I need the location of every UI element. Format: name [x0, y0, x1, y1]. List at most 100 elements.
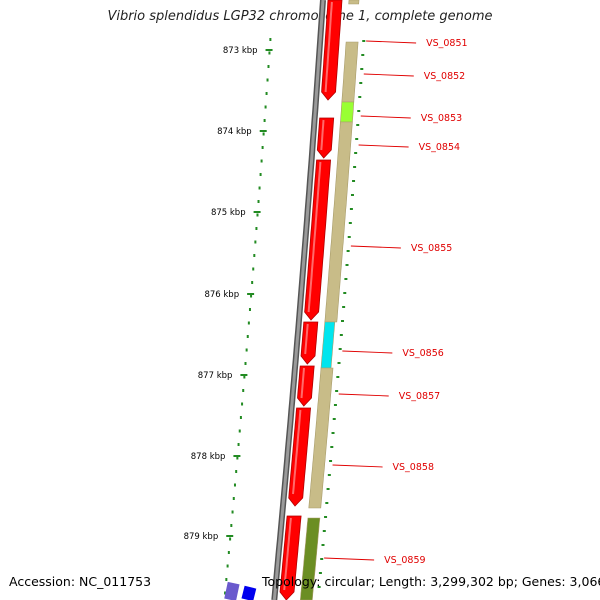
ruler-dot: [243, 375, 246, 379]
outer-tick: [333, 404, 337, 406]
cog-segment: [308, 367, 334, 509]
gene-label: VS_0859: [384, 555, 425, 566]
ruler-dot: [257, 200, 260, 203]
outer-tick: [327, 474, 331, 476]
gene-label: VS_0851: [426, 38, 467, 49]
outer-tick: [340, 320, 344, 322]
ruler-dot: [266, 78, 269, 82]
ruler-tick: [247, 293, 255, 295]
outer-tick: [317, 586, 321, 588]
gene-arrow-highlight: [307, 161, 322, 313]
gene-leader-line: [338, 393, 389, 397]
ruler-dot: [258, 186, 261, 190]
ruler-dot: [237, 443, 240, 446]
ruler: 873 kbp 874 kbp 875 kbp 876 kbp 877 kbp 878 k…: [184, 46, 273, 542]
outer-tick: [332, 418, 336, 420]
ruler-dot: [226, 564, 229, 568]
gene-label: VS_0855: [411, 243, 452, 254]
outer-tick: [325, 502, 329, 504]
gene-label: VS_0854: [419, 142, 460, 153]
ruler-dot: [245, 348, 248, 352]
outer-tick: [326, 488, 330, 490]
ruler-tick-label: 877 kbp: [198, 371, 233, 381]
ruler-tick-label: 879 kbp: [184, 532, 219, 542]
ruler-dot: [250, 294, 253, 298]
ruler-tick: [233, 455, 241, 457]
outer-tick: [343, 292, 347, 294]
cog-track: [299, 0, 360, 600]
gene-label: VS_0853: [421, 113, 462, 124]
ruler-tick-label: 878 kbp: [191, 452, 226, 462]
ruler-tick-label: 874 kbp: [217, 127, 252, 137]
gene-block-blue: [241, 585, 257, 600]
outer-tick: [362, 40, 366, 42]
ruler-dot: [233, 483, 236, 487]
ruler-dot: [251, 281, 254, 284]
outer-tick: [331, 432, 335, 434]
ruler-tick-label: 875 kbp: [211, 208, 246, 218]
ruler-dot: [241, 402, 244, 406]
outer-tick: [329, 460, 333, 462]
ruler-dot: [252, 267, 255, 271]
outer-tick: [350, 194, 354, 196]
cog-segment-green: [340, 101, 355, 123]
cog-segment: [341, 41, 359, 103]
outer-tick: [359, 82, 363, 84]
ruler-tick: [240, 374, 248, 376]
gene-leader-line: [358, 144, 409, 148]
outer-tick: [358, 96, 362, 98]
ruler-dot: [265, 92, 268, 95]
ruler-dot: [259, 173, 262, 176]
gene-track: [224, 0, 343, 600]
outer-tick: [361, 54, 365, 56]
topology-text: Topology: circular; Length: 3,299,302 bp…: [262, 574, 600, 589]
cog-segment: [324, 121, 353, 323]
ruler-dot: [253, 254, 256, 257]
outer-tick: [321, 544, 325, 546]
outer-tick: [324, 516, 328, 518]
outer-tick: [347, 236, 351, 238]
ruler-tick-label: 873 kbp: [223, 46, 258, 56]
outer-tick: [322, 530, 326, 532]
ruler-dot: [229, 537, 232, 541]
outer-tick: [360, 68, 364, 70]
gene-leader-line: [360, 115, 411, 119]
gene-label: VS_0857: [399, 391, 440, 402]
gene-block-purple: [224, 581, 240, 600]
ruler-dot: [238, 429, 241, 433]
outer-tick: [337, 362, 341, 364]
backbone-highlight: [272, 0, 325, 600]
ruler-dot: [231, 510, 234, 514]
gene-label: VS_0856: [402, 348, 443, 359]
gene-arrow: [316, 117, 335, 159]
ruler-tick: [253, 211, 261, 213]
gene-labels: VS_0851 VS_0852 VS_0853 VS_0854 VS_0855 VS_08…: [324, 38, 468, 566]
outer-tick: [318, 572, 322, 574]
ruler-dot: [225, 578, 228, 581]
cog-segment: [348, 0, 360, 5]
gene-leader-line: [363, 73, 414, 77]
ruler-dot: [268, 51, 271, 55]
gene-arrow-highlight: [300, 367, 305, 399]
ruler-dot: [267, 65, 270, 68]
gene-leader-line: [366, 40, 417, 44]
outer-tick: [352, 180, 356, 182]
gene-label: VS_0852: [424, 71, 465, 82]
gene-label: VS_0858: [393, 462, 434, 473]
map-title: Vibrio splendidus LGP32 chromosome 1, co…: [107, 9, 493, 24]
outer-tick: [336, 376, 340, 378]
outer-tick: [353, 166, 357, 168]
gene-arrow-highlight: [292, 409, 302, 495]
ruler-dot: [242, 389, 245, 392]
ruler-dot: [261, 146, 264, 149]
outer-tick: [339, 334, 343, 336]
ruler-dot: [244, 362, 247, 365]
ruler-dot: [255, 227, 258, 230]
ruler-dot: [236, 456, 239, 460]
ruler-dot: [254, 240, 257, 244]
outer-tick: [348, 222, 352, 224]
ruler-dot: [260, 159, 263, 163]
gene-leader-line: [332, 464, 383, 468]
gene-arrow-highlight: [304, 323, 309, 355]
